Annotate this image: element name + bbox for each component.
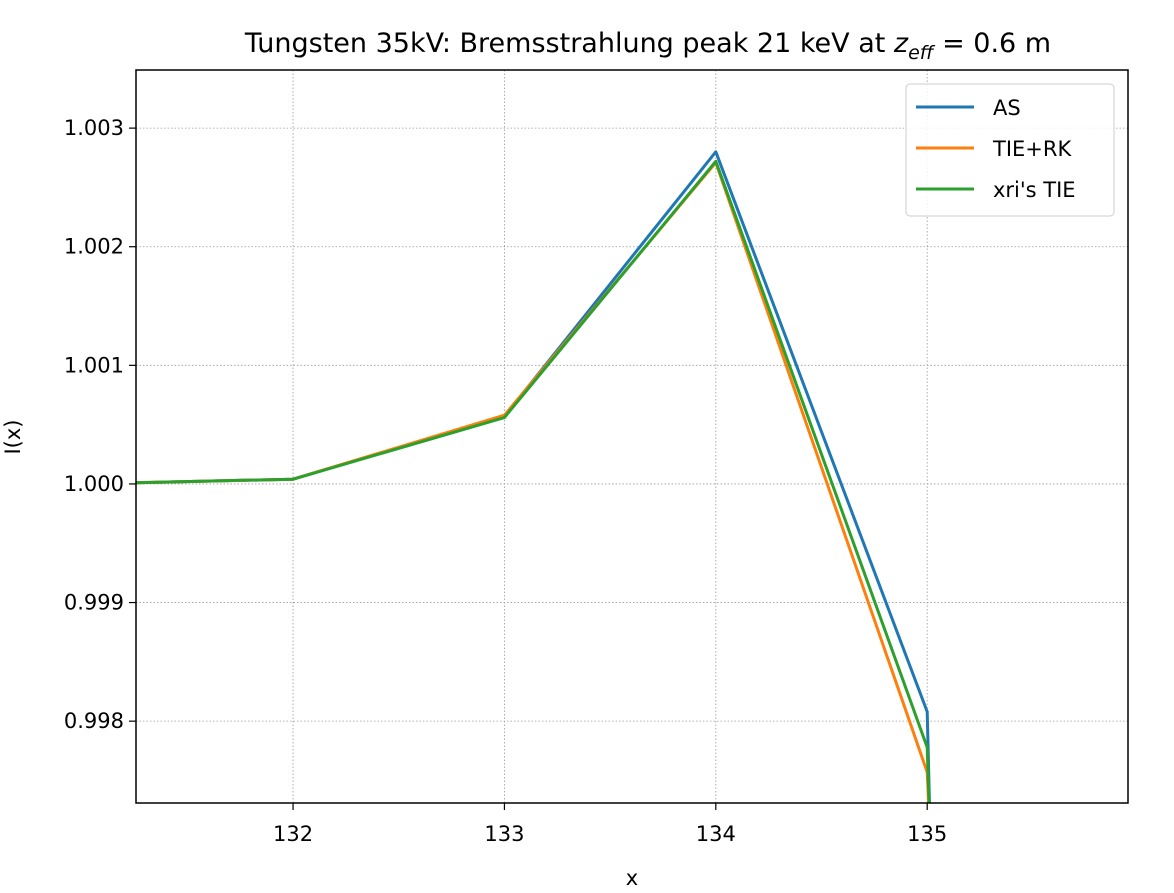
x-tick-label: 133	[484, 822, 524, 846]
title-text: Tungsten 35kV: Bremsstrahlung peak 21 ke…	[244, 28, 894, 59]
y-tick-label: 1.000	[64, 472, 124, 496]
y-tick-label: 1.001	[64, 353, 124, 377]
legend-box	[905, 83, 1115, 217]
chart-title: Tungsten 35kV: Bremsstrahlung peak 21 ke…	[244, 28, 1051, 64]
x-axis-label: x	[626, 866, 638, 890]
line-series	[136, 150, 931, 803]
y-tick-label: 0.998	[64, 709, 124, 733]
legend-label: AS	[993, 96, 1021, 120]
legend-label: TIE+RK	[992, 137, 1072, 161]
x-tick-label: 134	[696, 822, 736, 846]
axes: 132 133 134 135 0.998 0.999 1.000 1.001 1.002 1.0…	[64, 116, 947, 846]
plot-frame	[135, 69, 1129, 804]
y-axis-label: I(x)	[1, 419, 25, 454]
y-tick-label: 1.002	[64, 235, 124, 259]
title-text: z	[893, 28, 909, 59]
legend: AS TIE+RK xri's TIE	[905, 83, 1115, 217]
line-series	[136, 161, 931, 803]
y-tick-label: 0.999	[64, 591, 124, 615]
legend-label: xri's TIE	[993, 178, 1076, 202]
title-text: = 0.6 m	[934, 28, 1052, 59]
y-tick-label: 1.003	[64, 116, 124, 140]
x-tick-label: 132	[273, 822, 313, 846]
title-text: eff	[908, 42, 936, 64]
x-tick-label: 135	[907, 822, 947, 846]
line-series	[136, 159, 931, 803]
plot	[136, 150, 931, 803]
